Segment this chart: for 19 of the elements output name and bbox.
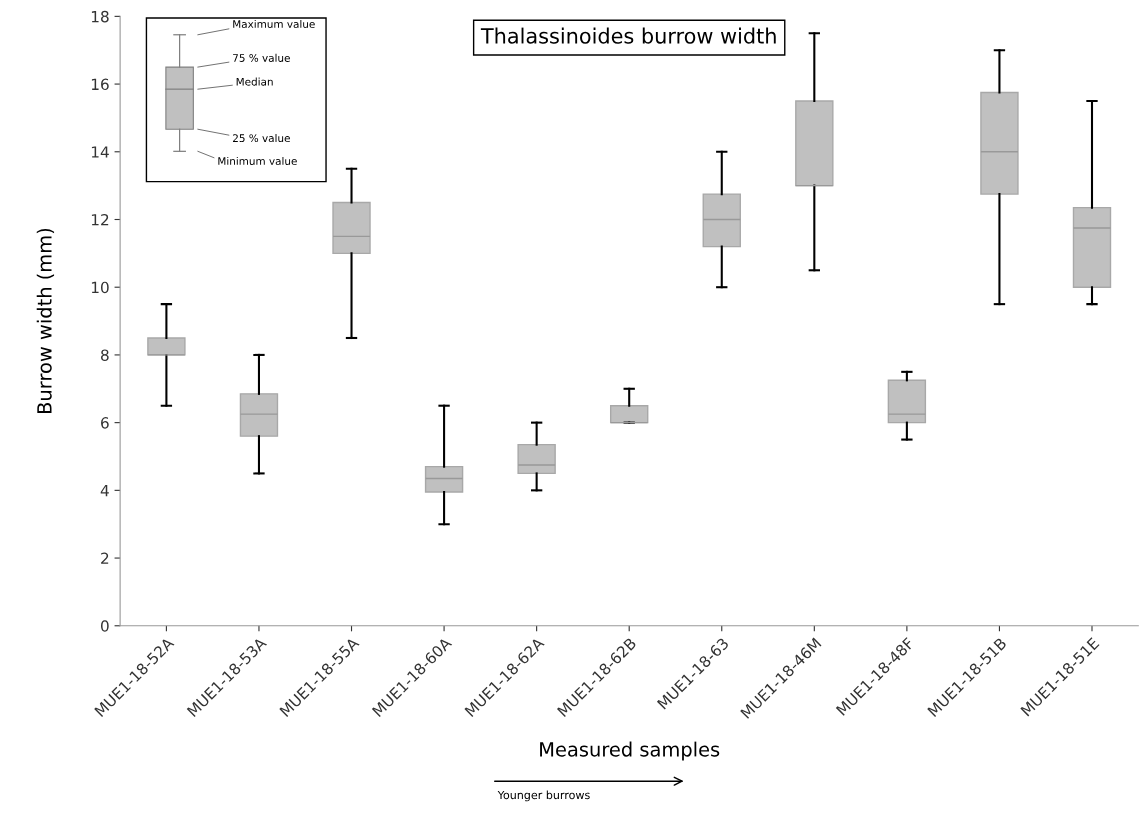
y-tick-label: 0 xyxy=(100,620,109,632)
annotation: 75 % value xyxy=(233,53,290,62)
annotation: Median xyxy=(236,77,273,86)
y-tick-label: 4 xyxy=(100,485,109,497)
annotation: 25 % value xyxy=(233,134,290,143)
y-tick-label: 14 xyxy=(91,146,109,158)
y-tick-label: 12 xyxy=(91,213,109,226)
y-tick-label: 10 xyxy=(91,281,109,294)
annotation: Maximum value xyxy=(233,19,315,28)
y-axis-title: Burrow width (mm) xyxy=(36,228,55,413)
y-tick-label: 18 xyxy=(91,10,109,23)
y-tick-label: 6 xyxy=(101,417,109,429)
x-axis-title: Measured samples xyxy=(540,741,720,761)
annotation: Minimum value xyxy=(218,156,297,165)
y-tick-label: 2 xyxy=(101,552,109,564)
y-tick-label: 16 xyxy=(91,78,109,91)
chart-title: Thalassinoides burrow width xyxy=(480,27,776,44)
y-tick-label: 8 xyxy=(101,349,109,361)
text: Younger burrows xyxy=(497,790,590,802)
